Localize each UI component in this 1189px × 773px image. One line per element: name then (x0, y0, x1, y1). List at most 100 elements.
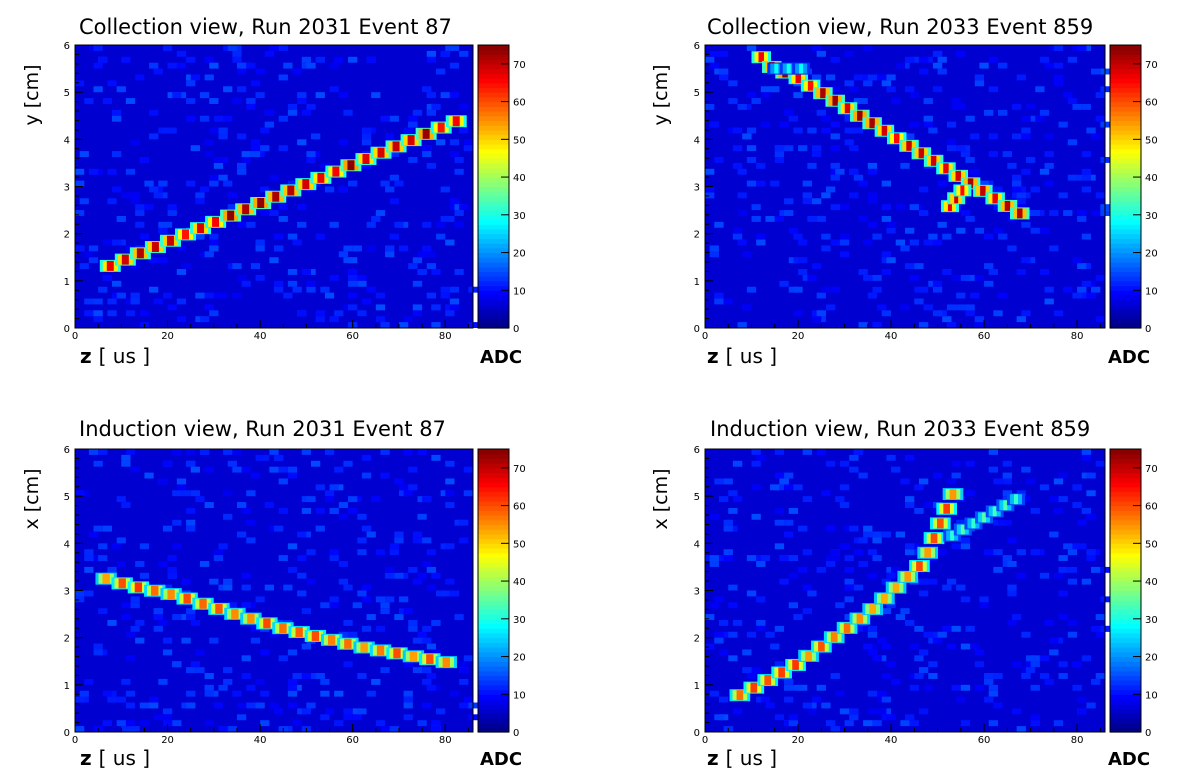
noise-cell (1039, 109, 1050, 116)
colorbar-step (1110, 87, 1141, 93)
noise-cell (946, 478, 957, 485)
noise-cell (1077, 708, 1087, 715)
noise-cell (176, 245, 187, 252)
noise-cell (886, 714, 896, 721)
noise-cell (1011, 180, 1022, 187)
noise-cell (942, 269, 952, 275)
noise-cell (867, 631, 878, 638)
colorbar-step (478, 703, 509, 710)
colorbar-step (478, 172, 509, 178)
hit-core (151, 242, 159, 253)
noise-cell (723, 525, 733, 532)
noise-cell (79, 263, 89, 270)
x-tick-label: 60 (346, 331, 359, 342)
x-tick-label: 20 (161, 331, 174, 342)
noise-cell (909, 643, 919, 650)
noise-cell (260, 145, 270, 152)
noise-cell (1021, 257, 1031, 264)
noise-cell (176, 484, 187, 491)
noise-cell (223, 45, 233, 51)
colorbar-step (1110, 200, 1141, 206)
noise-cell (292, 286, 302, 293)
colorbar-step (478, 247, 509, 254)
noise-cell (728, 584, 738, 591)
colorbar-step (1110, 632, 1141, 639)
colorbar-tick-label: 30 (1145, 211, 1158, 222)
colorbar-step (478, 115, 509, 122)
noise-cell (1002, 478, 1012, 485)
noise-cell (909, 239, 919, 246)
colorbar-step (1110, 722, 1141, 728)
noise-cell (324, 449, 335, 455)
colorbar-step (478, 101, 509, 107)
hit-core (943, 163, 949, 174)
noise-cell (872, 555, 882, 562)
hit-core (392, 141, 400, 152)
noise-cell (338, 578, 349, 585)
noise-cell (1053, 310, 1064, 317)
colorbar-step (1110, 543, 1141, 549)
noise-cell (371, 92, 381, 99)
noise-cell (232, 292, 242, 299)
noise-cell (974, 74, 985, 81)
noise-cell (98, 449, 108, 455)
noise-cell (709, 561, 719, 567)
colorbar-step (1110, 129, 1141, 136)
noise-cell (463, 139, 473, 146)
noise-cell (186, 115, 196, 122)
colorbar-label: ADC (1108, 347, 1150, 368)
noise-cell (881, 80, 892, 87)
noise-cell (84, 555, 94, 562)
noise-cell (417, 720, 427, 727)
colorbar-step (1110, 45, 1141, 51)
colorbar-step (478, 73, 509, 79)
hit-core (930, 155, 937, 166)
noise-cell (998, 233, 1008, 240)
noise-cell (1063, 543, 1073, 550)
noise-cell (709, 513, 719, 520)
noise-cell (960, 537, 971, 544)
noise-cell (153, 714, 163, 721)
noise-cell (107, 198, 117, 205)
colorbar-step (1110, 637, 1141, 643)
hit-core (869, 604, 877, 615)
noise-cell (459, 678, 469, 685)
noise-cell (1030, 210, 1040, 216)
noise-cell (431, 619, 441, 626)
noise-cell (306, 62, 316, 69)
colorbar-step (478, 181, 509, 188)
noise-cell (199, 215, 210, 222)
noise-cell (389, 174, 399, 181)
noise-cell (315, 507, 325, 514)
noise-cell (779, 578, 789, 585)
noise-cell (213, 162, 224, 169)
hit-core (805, 650, 812, 661)
noise-cell (1067, 139, 1078, 146)
noise-cell (793, 257, 803, 264)
noise-cell (130, 263, 140, 270)
colorbar-step (1110, 318, 1141, 324)
noise-cell (788, 572, 799, 579)
noise-cell (149, 133, 159, 140)
noise-cell (774, 625, 785, 632)
colorbar-step (478, 675, 509, 681)
noise-cell (186, 180, 196, 187)
noise-cell (923, 239, 933, 246)
colorbar-tick-label: 10 (1145, 286, 1158, 297)
noise-cell (816, 449, 826, 455)
noise-cell (816, 684, 826, 691)
noise-cell (195, 667, 205, 674)
noise-cell (241, 466, 251, 473)
noise-cell (255, 702, 265, 709)
noise-cell (746, 590, 757, 597)
noise-cell (301, 608, 312, 615)
noise-cell (408, 466, 418, 473)
noise-cell (186, 74, 196, 81)
noise-cell (1011, 661, 1022, 668)
y-tick-label: 3 (64, 183, 70, 194)
noise-cell (449, 590, 460, 597)
noise-cell (798, 239, 808, 246)
noise-cell (1058, 673, 1068, 679)
noise-cell (942, 625, 952, 632)
colorbar-step (478, 238, 509, 244)
